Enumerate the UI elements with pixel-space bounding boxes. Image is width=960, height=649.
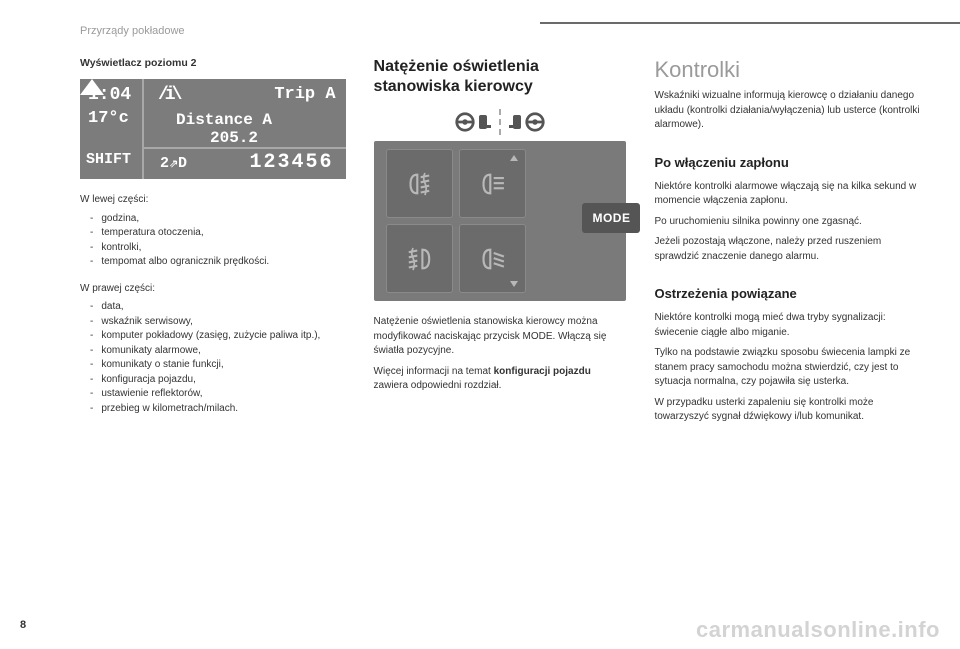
watermark: carmanualsonline.info bbox=[696, 617, 940, 643]
steering-wheels-row bbox=[374, 109, 627, 135]
stalk-left-icon bbox=[479, 115, 487, 129]
sub1-p2: Po uruchomieniu silnika powinny one zgas… bbox=[654, 215, 920, 230]
light-button-panel: MODE bbox=[374, 141, 627, 301]
high-beam-button-icon bbox=[459, 149, 526, 218]
list-item: ustawienie reflektorów, bbox=[90, 387, 346, 402]
separator-icon bbox=[499, 109, 501, 135]
sub2-p1: Niektóre kontrolki mogą mieć dwa tryby s… bbox=[654, 311, 920, 340]
sub2-p3: W przypadku usterki zapaleniu się kontro… bbox=[654, 396, 920, 425]
column-3: Kontrolki Wskaźniki wizualne informują k… bbox=[654, 57, 920, 431]
wheel-right-group bbox=[513, 111, 546, 133]
left-intro: W lewej części: bbox=[80, 193, 346, 208]
para2-b: konfiguracji pojazdu bbox=[494, 366, 591, 377]
down-arrow-icon bbox=[510, 281, 518, 287]
list-item: konfiguracja pojazdu, bbox=[90, 373, 346, 388]
list-item: kontrolki, bbox=[90, 241, 346, 256]
sub1-p1: Niektóre kontrolki alarmowe włączają się… bbox=[654, 180, 920, 209]
columns: Wyświetlacz poziomu 2 1:04 /i\ Trip A 17… bbox=[80, 57, 920, 431]
column-1: Wyświetlacz poziomu 2 1:04 /i\ Trip A 17… bbox=[80, 57, 346, 431]
column-2: Natężenie oświetlenia stanowiska kierowc… bbox=[374, 57, 627, 431]
list-item: komunikaty alarmowe, bbox=[90, 344, 346, 359]
left-list: godzina, temperatura otoczenia, kontrolk… bbox=[80, 212, 346, 270]
page: Przyrządy pokładowe Wyświetlacz poziomu … bbox=[0, 0, 960, 649]
stalk-right-icon bbox=[513, 115, 521, 129]
sub1-p3: Jeżeli pozostają włączone, należy przed … bbox=[654, 235, 920, 264]
display-shift: SHIFT bbox=[86, 151, 131, 168]
para2-a: Więcej informacji na temat bbox=[374, 366, 494, 377]
button-grid bbox=[386, 149, 526, 293]
dashboard-display-illustration: 1:04 /i\ Trip A 17°c Distance A 205.2 SH… bbox=[80, 79, 346, 179]
display-gear: 2⇗D bbox=[160, 153, 187, 172]
low-beam-button-icon bbox=[459, 224, 526, 293]
up-arrow-icon bbox=[510, 155, 518, 161]
display-distance-label: Distance A bbox=[176, 111, 272, 129]
list-item: tempomat albo ogranicznik prędkości. bbox=[90, 255, 346, 270]
kontrolki-heading: Kontrolki bbox=[654, 57, 920, 83]
display-level2-heading: Wyświetlacz poziomu 2 bbox=[80, 57, 346, 69]
mode-button-label: MODE bbox=[582, 203, 640, 233]
list-item: wskaźnik serwisowy, bbox=[90, 315, 346, 330]
page-number: 8 bbox=[20, 619, 26, 631]
display-distance-value: 205.2 bbox=[210, 129, 258, 147]
para2-c: zawiera odpowiedni rozdział. bbox=[374, 380, 502, 391]
kontrolki-intro: Wskaźniki wizualne informują kierowcę o … bbox=[654, 89, 920, 133]
section-label: Przyrządy pokładowe bbox=[80, 25, 920, 37]
display-temp: 17°c bbox=[88, 109, 129, 128]
front-fog-button-icon bbox=[386, 149, 453, 218]
display-lane-icon: /i\ bbox=[158, 85, 178, 105]
rear-fog-button-icon bbox=[386, 224, 453, 293]
list-item: temperatura otoczenia, bbox=[90, 226, 346, 241]
sub2-p2: Tylko na podstawie związku sposobu świec… bbox=[654, 346, 920, 390]
header-rule bbox=[540, 22, 960, 24]
display-odo: 123456 bbox=[250, 151, 334, 174]
display-trip: Trip A bbox=[274, 85, 335, 104]
steering-wheel-icon bbox=[454, 111, 476, 133]
list-item: przebieg w kilometrach/milach. bbox=[90, 402, 346, 417]
display-vline bbox=[142, 79, 144, 179]
display-hline bbox=[144, 147, 346, 149]
left-section-text: W lewej części: godzina, temperatura oto… bbox=[80, 193, 346, 416]
display-time: 1:04 bbox=[88, 85, 131, 105]
steering-wheel-icon bbox=[524, 111, 546, 133]
lighting-para-1: Natężenie oświetlenia stanowiska kierowc… bbox=[374, 315, 627, 359]
right-intro: W prawej części: bbox=[80, 282, 346, 297]
sub2-heading: Ostrzeżenia powiązane bbox=[654, 286, 920, 301]
lighting-heading: Natężenie oświetlenia stanowiska kierowc… bbox=[374, 57, 627, 97]
right-list: data, wskaźnik serwisowy, komputer pokła… bbox=[80, 300, 346, 416]
list-item: komputer pokładowy (zasięg, zużycie pali… bbox=[90, 329, 346, 344]
lighting-para-2: Więcej informacji na temat konfiguracji … bbox=[374, 365, 627, 394]
wheel-left-group bbox=[454, 111, 487, 133]
list-item: data, bbox=[90, 300, 346, 315]
list-item: komunikaty o stanie funkcji, bbox=[90, 358, 346, 373]
sub1-heading: Po włączeniu zapłonu bbox=[654, 155, 920, 170]
list-item: godzina, bbox=[90, 212, 346, 227]
